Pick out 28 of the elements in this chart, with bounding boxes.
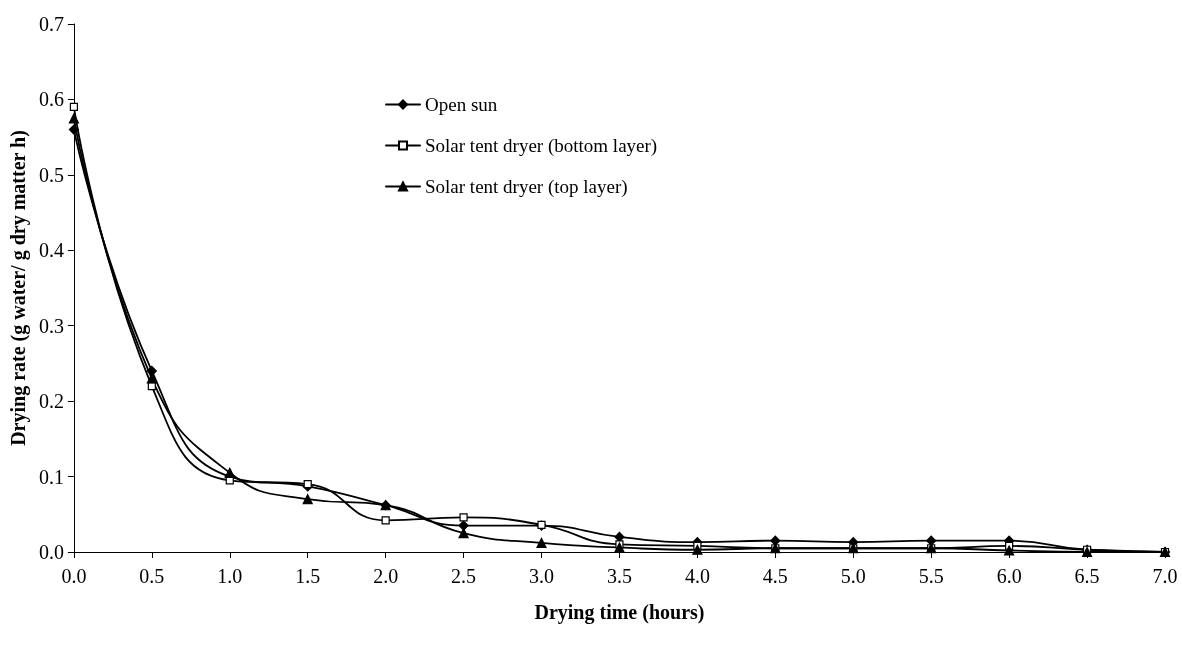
y-tick-label: 0.7 [38, 13, 64, 35]
x-tick-label: 6.0 [996, 565, 1022, 587]
legend-label: Solar tent dryer (top layer) [425, 176, 628, 198]
legend-label: Open sun [425, 94, 498, 115]
y-tick-label: 0.0 [38, 541, 64, 563]
x-tick-label: 0.0 [61, 565, 87, 587]
x-tick-label: 5.0 [840, 565, 866, 587]
x-tick-label: 3.0 [529, 565, 555, 587]
x-tick-label: 6.5 [1074, 565, 1100, 587]
y-tick-label: 0.2 [38, 390, 64, 413]
x-tick-label: 1.0 [217, 565, 243, 587]
x-tick-label: 1.5 [295, 565, 321, 587]
y-tick-label: 0.6 [38, 88, 64, 111]
x-tick-label: 0.5 [139, 565, 165, 587]
y-tick-label: 0.1 [38, 465, 64, 488]
x-tick-label: 7.0 [1152, 565, 1178, 587]
x-tick-label: 3.5 [606, 565, 632, 587]
x-tick-label: 2.0 [373, 565, 399, 587]
x-tick-label: 4.0 [684, 565, 710, 587]
x-tick-label: 2.5 [451, 565, 477, 587]
x-tick-label: 5.5 [918, 565, 944, 587]
legend-label: Solar tent dryer (bottom layer) [425, 135, 658, 157]
x-tick-label: 4.5 [762, 565, 788, 587]
x-axis-title: Drying time (hours) [534, 601, 705, 624]
y-tick-label: 0.3 [38, 314, 64, 337]
y-tick-label: 0.5 [38, 163, 64, 186]
y-tick-label: 0.4 [38, 239, 64, 262]
y-axis-title: Drying rate (g water/ g dry matter h) [7, 130, 30, 446]
